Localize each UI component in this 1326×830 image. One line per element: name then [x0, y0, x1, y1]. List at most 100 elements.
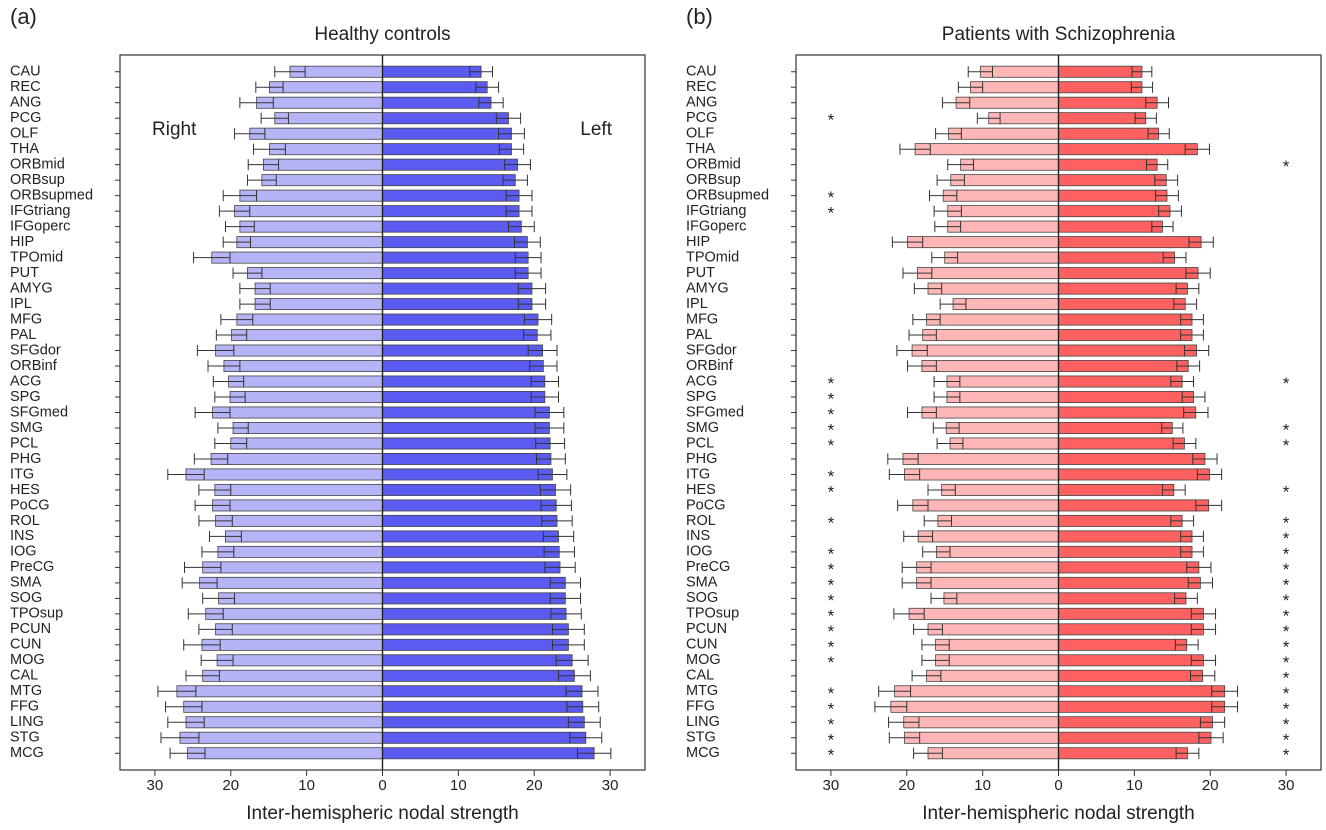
significance-mark: * — [1283, 653, 1290, 672]
error-bar — [1158, 205, 1182, 217]
error-bar — [530, 391, 560, 403]
error-bar — [1170, 375, 1195, 388]
category-label: PoCG — [686, 497, 726, 513]
error-bar — [912, 313, 941, 326]
error-bar — [888, 716, 920, 728]
category-label: PAL — [686, 327, 712, 343]
bar — [1058, 700, 1226, 713]
error-bar — [222, 190, 258, 202]
error-bar — [913, 747, 943, 759]
error-bar — [913, 283, 943, 295]
category-label: PAL — [10, 327, 36, 343]
significance-mark: * — [1283, 684, 1290, 703]
error-bar — [530, 375, 560, 388]
error-bar — [165, 701, 203, 713]
bar — [946, 391, 1059, 403]
bar — [902, 452, 1059, 465]
panel-label: (b) — [686, 4, 713, 29]
bar — [1058, 360, 1189, 373]
x-tick-label: 20 — [526, 777, 543, 794]
error-bar — [218, 205, 251, 217]
x-tick-label: 10 — [450, 777, 467, 794]
category-label: OLF — [10, 126, 38, 142]
category-label: REC — [686, 79, 717, 95]
category-label: SOG — [10, 590, 42, 606]
error-bar — [1190, 654, 1217, 666]
error-bar — [921, 639, 950, 651]
error-bar — [523, 329, 552, 341]
bar — [382, 375, 546, 388]
category-label: HES — [10, 482, 40, 498]
error-bar — [514, 267, 542, 279]
category-label: MOG — [686, 652, 721, 668]
significance-mark: * — [828, 746, 835, 765]
bar — [382, 158, 518, 171]
bar — [382, 189, 520, 202]
bar — [903, 716, 1059, 729]
bar — [215, 514, 383, 527]
error-bar — [901, 577, 932, 589]
category-label: MOG — [10, 652, 45, 668]
error-bar — [1154, 174, 1179, 186]
bar — [927, 623, 1059, 636]
error-bar — [567, 716, 601, 728]
significance-mark: * — [1283, 482, 1290, 501]
bar — [382, 174, 516, 187]
error-bar — [475, 81, 500, 93]
category-label: ACG — [686, 373, 717, 389]
bar — [1058, 313, 1193, 326]
bar — [382, 344, 543, 357]
bar — [1058, 747, 1188, 760]
category-label: ANG — [686, 95, 717, 111]
bar — [218, 592, 383, 605]
error-bar — [933, 375, 961, 388]
category-label: TPOmid — [686, 249, 739, 265]
x-tick-label: 30 — [147, 777, 164, 794]
bar — [234, 205, 383, 218]
bar — [914, 143, 1059, 156]
x-tick-label: 20 — [1202, 777, 1219, 794]
error-bar — [183, 639, 221, 651]
significance-mark: * — [828, 482, 835, 501]
category-label: CAL — [10, 668, 38, 684]
bar — [382, 700, 584, 713]
bar — [382, 313, 539, 326]
bar — [942, 189, 1059, 202]
error-bar — [214, 437, 248, 450]
error-bar — [878, 685, 912, 697]
bar — [1058, 530, 1193, 543]
category-label: ORBmid — [686, 157, 741, 173]
category-label: IFGoperc — [10, 218, 70, 234]
bar — [970, 81, 1059, 94]
error-bar — [194, 406, 231, 419]
error-bar — [1196, 468, 1223, 481]
bar — [382, 220, 522, 233]
category-label: LING — [686, 714, 720, 730]
error-bar — [253, 143, 286, 155]
category-label: AMYG — [686, 280, 729, 296]
x-tick-label: 10 — [298, 777, 315, 794]
error-bar — [540, 499, 572, 512]
error-bar — [1146, 159, 1169, 171]
error-bar — [198, 515, 233, 527]
bar — [225, 530, 383, 543]
bar — [185, 468, 383, 481]
bar — [1058, 220, 1163, 233]
bar — [948, 127, 1059, 140]
bar — [382, 406, 550, 419]
error-bar — [198, 623, 233, 635]
bar — [1058, 81, 1143, 94]
category-label: TPOsup — [686, 606, 739, 622]
significance-mark: * — [1283, 715, 1290, 734]
bar — [916, 576, 1059, 589]
error-bar — [939, 298, 967, 310]
category-label: IPL — [686, 296, 708, 312]
bar — [231, 329, 383, 342]
error-bar — [887, 453, 919, 465]
bar — [382, 654, 573, 667]
category-label: MTG — [686, 683, 718, 699]
error-bar — [1147, 128, 1170, 140]
error-bar — [1180, 313, 1204, 326]
bar — [1058, 422, 1173, 434]
